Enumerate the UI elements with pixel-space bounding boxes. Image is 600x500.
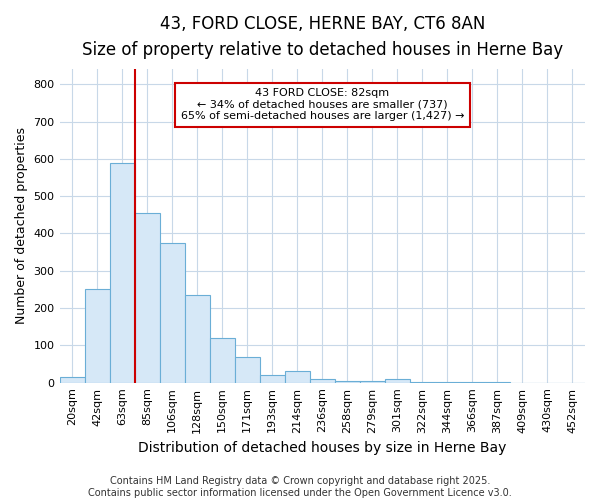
Bar [85, 290, 110, 382]
Text: 43 FORD CLOSE: 82sqm
← 34% of detached houses are smaller (737)
65% of semi-deta: 43 FORD CLOSE: 82sqm ← 34% of detached h… [181, 88, 464, 122]
X-axis label: Distribution of detached houses by size in Herne Bay: Distribution of detached houses by size … [138, 441, 506, 455]
Bar [134, 213, 160, 382]
Bar [285, 370, 310, 382]
Bar [185, 295, 209, 382]
Bar [260, 375, 285, 382]
Bar [385, 379, 410, 382]
Bar [160, 243, 185, 382]
Bar [310, 379, 335, 382]
Bar [360, 381, 385, 382]
Text: Contains HM Land Registry data © Crown copyright and database right 2025.
Contai: Contains HM Land Registry data © Crown c… [88, 476, 512, 498]
Bar [59, 377, 85, 382]
Y-axis label: Number of detached properties: Number of detached properties [15, 128, 28, 324]
Bar [209, 338, 235, 382]
Bar [110, 162, 134, 382]
Bar [335, 381, 360, 382]
Bar [235, 358, 260, 382]
Title: 43, FORD CLOSE, HERNE BAY, CT6 8AN
Size of property relative to detached houses : 43, FORD CLOSE, HERNE BAY, CT6 8AN Size … [82, 15, 563, 60]
